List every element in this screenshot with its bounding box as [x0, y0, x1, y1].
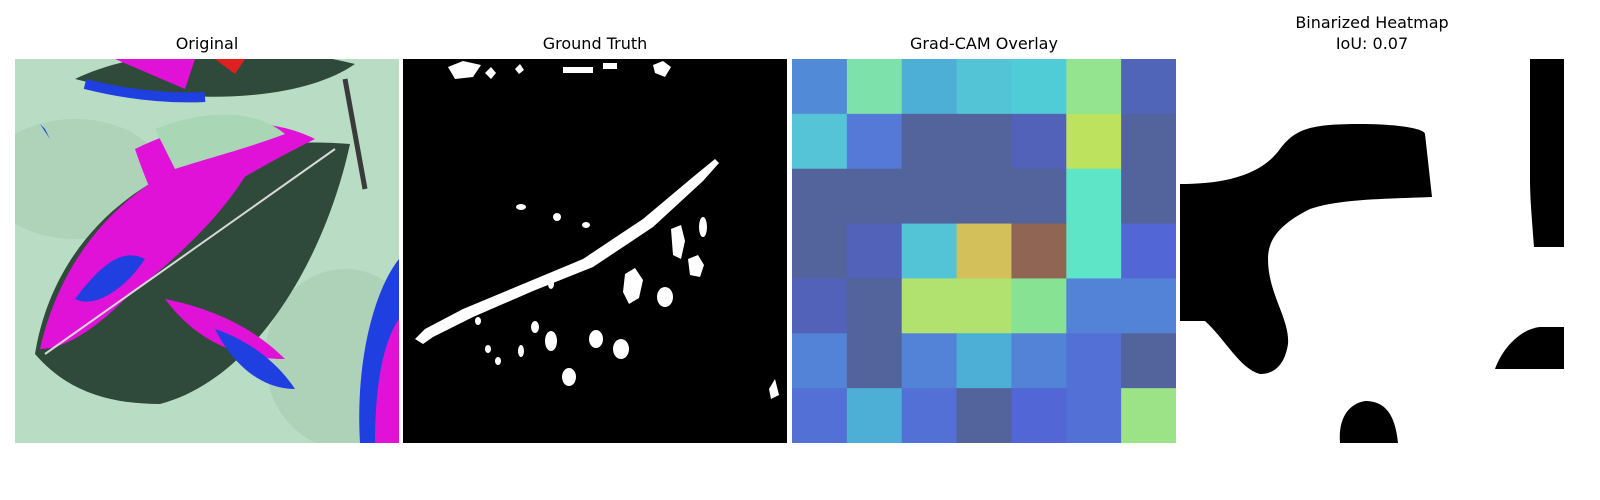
gradcam-cell-r6-c1	[846, 388, 903, 443]
gradcam-cell-r4-c0	[792, 278, 848, 334]
gradcam-cell-r2-c4	[1011, 168, 1067, 225]
gradcam-cell-r4-c5	[1066, 278, 1122, 334]
gradcam-cell-r4-c3	[956, 278, 1012, 334]
gradcam-cell-r0-c3	[956, 59, 1012, 115]
gradcam-cell-r5-c0	[792, 333, 848, 389]
gradcam-cell-r2-c5	[1066, 168, 1122, 225]
gradcam-cell-r4-c6	[1121, 278, 1176, 334]
panel-title-ground-truth: Ground Truth	[542, 34, 648, 53]
panel-subtitle-iou: IoU: 0.07	[1335, 34, 1409, 53]
gradcam-cell-r6-c3	[956, 388, 1012, 443]
gradcam-cell-r5-c6	[1121, 333, 1176, 389]
gradcam-overlay	[792, 59, 1176, 443]
gradcam-cell-r3-c1	[846, 223, 903, 279]
gradcam-cell-r6-c2	[901, 388, 958, 443]
gradcam-cell-r2-c0	[792, 168, 848, 225]
gradcam-cell-r0-c1	[846, 59, 903, 115]
gradcam-cell-r1-c4	[1011, 113, 1067, 170]
gradcam-cell-r3-c6	[1121, 223, 1176, 279]
original-image	[15, 59, 399, 443]
binarized-heatmap	[1180, 59, 1564, 443]
gradcam-cell-r6-c4	[1011, 388, 1067, 443]
gradcam-cell-r1-c0	[792, 113, 848, 170]
gradcam-cell-r6-c5	[1066, 388, 1122, 443]
ground-truth-mask	[403, 59, 787, 443]
gradcam-cell-r3-c4	[1011, 223, 1067, 279]
gradcam-cell-r6-c0	[792, 388, 848, 443]
gradcam-cell-r2-c6	[1121, 168, 1176, 225]
gradcam-cell-r1-c1	[846, 113, 903, 170]
gradcam-cell-r0-c5	[1066, 59, 1122, 115]
gradcam-cell-r1-c5	[1066, 113, 1122, 170]
panel-title-gradcam: Grad-CAM Overlay	[910, 34, 1058, 53]
gradcam-cell-r4-c4	[1011, 278, 1067, 334]
panel-title-binarized: Binarized Heatmap	[1295, 13, 1449, 32]
gradcam-cell-r4-c2	[901, 278, 958, 334]
gradcam-cell-r0-c2	[901, 59, 958, 115]
gradcam-cell-r3-c0	[792, 223, 848, 279]
gradcam-cell-r5-c4	[1011, 333, 1067, 389]
gradcam-cell-r0-c4	[1011, 59, 1067, 115]
gradcam-cell-r0-c0	[792, 59, 848, 115]
gradcam-cell-r2-c3	[956, 168, 1012, 225]
gradcam-cell-r5-c5	[1066, 333, 1122, 389]
gradcam-cell-r1-c3	[956, 113, 1012, 170]
gradcam-cell-r1-c6	[1121, 113, 1176, 170]
gradcam-cell-r2-c2	[901, 168, 958, 225]
gradcam-cell-r5-c3	[956, 333, 1012, 389]
gradcam-cell-r5-c2	[901, 333, 958, 389]
gradcam-cell-r1-c2	[901, 113, 958, 170]
gradcam-cell-r0-c6	[1121, 59, 1176, 115]
gradcam-cell-r6-c6	[1121, 388, 1176, 443]
panel-title-original: Original	[175, 34, 239, 53]
gradcam-cell-r3-c3	[956, 223, 1012, 279]
gradcam-cell-r4-c1	[846, 278, 903, 334]
gradcam-cell-r2-c1	[846, 168, 903, 225]
gradcam-cell-r3-c5	[1066, 223, 1122, 279]
gradcam-cell-r3-c2	[901, 223, 958, 279]
gradcam-cell-r5-c1	[846, 333, 903, 389]
